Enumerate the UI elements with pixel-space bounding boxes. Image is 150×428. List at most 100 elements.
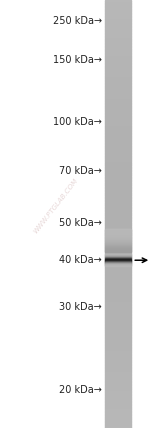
Bar (105, 365, 131, 367)
Bar (105, 60, 131, 61)
Bar (105, 364, 131, 365)
Bar (105, 13, 131, 14)
Text: 30 kDa→: 30 kDa→ (59, 302, 102, 312)
Bar (105, 384, 131, 385)
Bar (105, 264, 131, 265)
Bar (105, 140, 131, 141)
Bar (105, 351, 131, 352)
Bar (105, 36, 131, 37)
Bar (105, 47, 131, 48)
Bar (105, 412, 131, 414)
Bar (105, 375, 131, 377)
Bar (105, 235, 131, 237)
Bar (105, 386, 131, 388)
Bar (105, 247, 131, 248)
Bar (105, 401, 131, 402)
Bar (105, 7, 131, 9)
Bar (105, 410, 131, 411)
Bar (105, 61, 131, 63)
Bar (105, 43, 131, 44)
Bar (105, 355, 131, 357)
Bar (105, 57, 131, 59)
Bar (105, 230, 131, 231)
Bar (105, 202, 131, 204)
Bar (105, 44, 131, 46)
Bar (105, 48, 131, 50)
Bar (105, 204, 131, 205)
Bar (105, 253, 131, 254)
Bar (105, 18, 131, 20)
Bar (105, 63, 131, 64)
Bar (105, 95, 131, 97)
Bar (105, 262, 131, 264)
Bar (105, 239, 131, 240)
Bar (105, 399, 131, 401)
Bar (105, 4, 131, 6)
Bar (105, 421, 131, 422)
Bar (105, 161, 131, 163)
Bar (105, 101, 131, 103)
Bar (105, 77, 131, 78)
Bar (105, 76, 131, 77)
Bar (105, 391, 131, 392)
Bar (105, 74, 131, 76)
Bar (105, 248, 131, 249)
Bar (105, 308, 131, 309)
Bar (105, 294, 131, 295)
Bar (105, 328, 131, 330)
Bar (105, 197, 131, 198)
Text: 100 kDa→: 100 kDa→ (53, 117, 102, 127)
Bar (105, 271, 131, 273)
Bar (105, 232, 131, 234)
Bar (105, 128, 131, 130)
Bar (105, 94, 131, 95)
Bar (105, 290, 131, 291)
Bar (105, 100, 131, 101)
Bar (105, 10, 131, 12)
Bar (105, 385, 131, 386)
Bar (105, 425, 131, 427)
Bar (105, 419, 131, 421)
Bar (105, 335, 131, 337)
Bar (105, 183, 131, 184)
Bar (105, 160, 131, 161)
Bar (105, 357, 131, 358)
Bar (105, 178, 131, 180)
Bar (105, 181, 131, 183)
Bar (105, 166, 131, 167)
Bar (105, 9, 131, 10)
Bar (105, 231, 131, 232)
Bar (105, 416, 131, 418)
Bar (105, 378, 131, 380)
Bar (105, 275, 131, 277)
Bar (105, 113, 131, 114)
Bar (105, 268, 131, 270)
Bar (105, 188, 131, 190)
Bar (105, 427, 131, 428)
Bar (105, 242, 131, 243)
Bar (105, 415, 131, 416)
Bar (105, 54, 131, 56)
Bar (105, 93, 131, 94)
Bar (105, 120, 131, 121)
Bar (105, 12, 131, 13)
Bar (105, 292, 131, 294)
Bar (105, 284, 131, 285)
Bar (105, 318, 131, 320)
Bar (105, 303, 131, 304)
Bar (105, 260, 131, 261)
Bar (105, 34, 131, 36)
Bar (105, 232, 131, 233)
Bar (105, 295, 131, 297)
Bar (105, 67, 131, 68)
Bar (105, 395, 131, 397)
Bar (105, 238, 131, 240)
Bar (105, 237, 131, 238)
Bar (105, 215, 131, 217)
Bar (105, 363, 131, 364)
Bar (105, 3, 131, 4)
Bar (105, 322, 131, 324)
Bar (105, 147, 131, 149)
Bar (105, 141, 131, 143)
Bar (105, 414, 131, 415)
